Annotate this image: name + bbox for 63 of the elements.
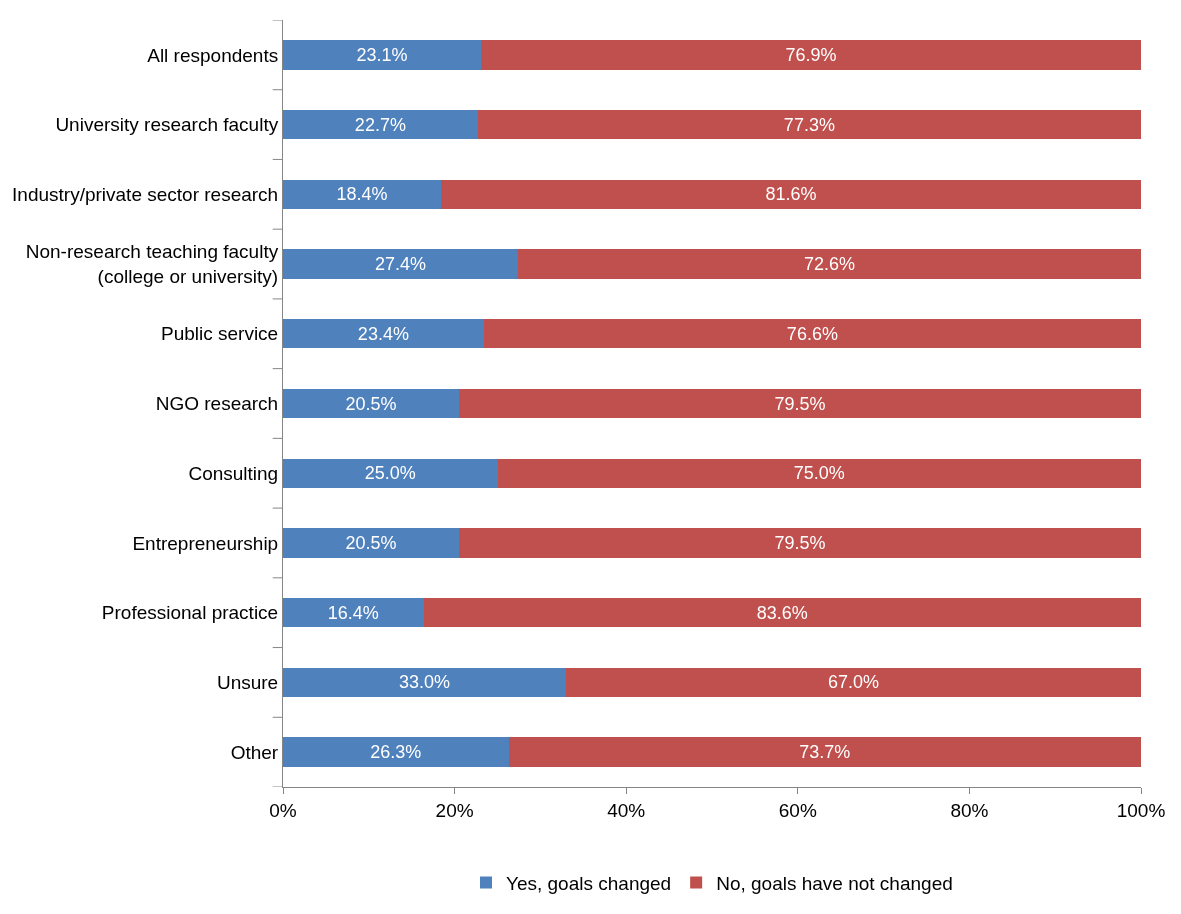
y-tick-label: Industry/private sector research: [12, 183, 279, 205]
data-label: 75.0%: [793, 463, 845, 484]
bar: [458, 528, 1141, 558]
bar: [508, 737, 1141, 767]
y-tick-label: Entrepreneurship: [132, 532, 279, 554]
data-label: 81.6%: [765, 184, 817, 205]
data-label: 73.7%: [799, 742, 851, 763]
bar: [283, 737, 509, 767]
data-label: 26.3%: [370, 742, 422, 763]
bar: [283, 458, 498, 488]
y-tick-label: Unsure: [216, 672, 279, 694]
data-label: 33.0%: [399, 672, 451, 693]
x-tick-label: 20%: [435, 799, 474, 821]
bar: [518, 249, 1141, 279]
y-tick-label: NGO research: [155, 393, 279, 415]
data-label: 72.6%: [804, 254, 856, 275]
data-label: 20.5%: [345, 393, 397, 414]
data-label: 67.0%: [828, 672, 880, 693]
bar: [483, 319, 1141, 349]
bar: [283, 40, 482, 70]
x-tick-label: 80%: [950, 799, 989, 821]
bar: [283, 667, 567, 698]
x-tick-label: 0%: [269, 799, 297, 821]
bar: [283, 319, 484, 349]
data-label: 16.4%: [327, 602, 379, 623]
data-label: 23.4%: [357, 323, 409, 344]
bar: [283, 388, 459, 419]
data-label: 77.3%: [783, 114, 835, 135]
data-label: 27.4%: [375, 254, 427, 275]
y-tick-label: Public service: [160, 323, 279, 345]
data-label: 22.7%: [354, 114, 406, 135]
bar: [423, 598, 1141, 628]
legend-label: No, goals have not changed: [716, 872, 953, 894]
bar: [283, 598, 424, 628]
x-tick-label: 60%: [778, 799, 817, 821]
y-tick-label: Consulting: [188, 462, 279, 484]
bar: [477, 109, 1141, 140]
bar: [481, 40, 1141, 70]
bar: [458, 388, 1141, 419]
data-label: 23.1%: [356, 44, 408, 65]
x-tick-label: 40%: [607, 799, 646, 821]
y-tick-label: Professional practice: [101, 602, 279, 624]
data-label: 79.5%: [774, 532, 826, 553]
y-tick-label: University research faculty: [55, 114, 279, 136]
bar: [440, 179, 1141, 209]
bar: [283, 528, 459, 558]
data-label: 20.5%: [345, 532, 397, 553]
y-tick-label: All respondents: [147, 44, 279, 66]
bar: [566, 667, 1141, 698]
bar: [283, 109, 478, 140]
data-label: 25.0%: [364, 463, 416, 484]
data-label: 18.4%: [336, 184, 388, 205]
bar: [497, 458, 1141, 488]
data-label: 76.9%: [785, 44, 837, 65]
data-label: 83.6%: [756, 602, 808, 623]
bar: [283, 249, 519, 279]
x-tick-label: 100%: [1116, 799, 1166, 821]
y-tick-label: Non-research teaching faculty (college or university): [25, 241, 279, 288]
data-label: 76.6%: [786, 323, 838, 344]
legend-label: Yes, goals changed: [506, 872, 672, 894]
y-tick-label: Other: [230, 741, 279, 763]
bar: [283, 179, 441, 209]
data-label: 79.5%: [774, 393, 826, 414]
